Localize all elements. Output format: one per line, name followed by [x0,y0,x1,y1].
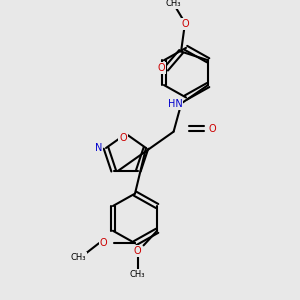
Text: O: O [134,246,141,256]
Text: HN: HN [168,99,182,109]
Text: N: N [95,143,102,153]
Text: CH₃: CH₃ [130,270,145,279]
Text: O: O [119,133,127,143]
Text: O: O [100,238,107,248]
Text: CH₃: CH₃ [166,0,181,8]
Text: O: O [158,63,165,73]
Text: O: O [209,124,216,134]
Text: CH₃: CH₃ [70,253,86,262]
Text: O: O [182,19,189,29]
